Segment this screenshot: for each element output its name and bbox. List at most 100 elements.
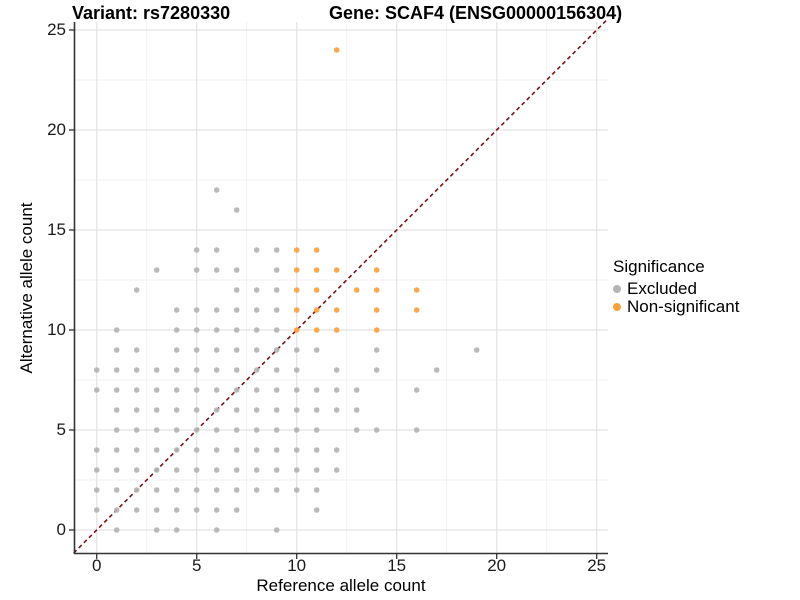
data-point-excluded	[153, 527, 160, 533]
data-point-excluded	[213, 367, 220, 373]
x-tick-label: 25	[587, 556, 607, 575]
data-point-excluded	[193, 247, 200, 253]
legend-entry-label: Non-significant	[627, 297, 740, 316]
data-point-excluded	[233, 407, 240, 413]
data-point-excluded	[173, 387, 180, 393]
identity-line	[73, 19, 608, 554]
data-point-excluded	[293, 447, 300, 453]
data-point-excluded	[313, 427, 320, 433]
x-tick-label: 10	[287, 556, 307, 575]
data-point-excluded	[113, 367, 120, 373]
data-point-non-significant	[313, 287, 320, 293]
y-tick-label: 15	[47, 220, 66, 239]
data-point-excluded	[233, 467, 240, 473]
data-point-excluded	[233, 347, 240, 353]
data-point-excluded	[173, 367, 180, 373]
data-point-excluded	[333, 467, 340, 473]
data-point-excluded	[173, 447, 180, 453]
data-point-excluded	[293, 347, 300, 353]
data-point-excluded	[313, 467, 320, 473]
data-point-excluded	[233, 507, 240, 513]
data-point-excluded	[113, 427, 120, 433]
data-point-non-significant	[333, 307, 340, 313]
data-point-excluded	[293, 487, 300, 493]
data-point-excluded	[333, 407, 340, 413]
data-point-excluded	[213, 247, 220, 253]
data-point-excluded	[253, 427, 260, 433]
data-point-excluded	[113, 467, 120, 473]
data-point-excluded	[133, 447, 140, 453]
data-point-excluded	[173, 347, 180, 353]
data-point-excluded	[193, 367, 200, 373]
data-point-excluded	[193, 487, 200, 493]
data-point-excluded	[333, 447, 340, 453]
data-point-excluded	[193, 407, 200, 413]
data-point-excluded	[253, 287, 260, 293]
data-point-excluded	[213, 387, 220, 393]
data-point-excluded	[173, 307, 180, 313]
data-point-excluded	[93, 387, 100, 393]
data-point-excluded	[93, 507, 100, 513]
legend-dot-icon	[613, 303, 621, 311]
data-point-excluded	[373, 367, 380, 373]
data-point-excluded	[213, 187, 220, 193]
data-point-non-significant	[313, 247, 320, 253]
data-point-excluded	[273, 447, 280, 453]
data-point-excluded	[153, 447, 160, 453]
data-point-non-significant	[313, 267, 320, 273]
data-point-excluded	[273, 487, 280, 493]
data-point-excluded	[373, 347, 380, 353]
data-point-excluded	[413, 427, 420, 433]
data-point-excluded	[233, 367, 240, 373]
data-point-excluded	[313, 347, 320, 353]
data-point-excluded	[213, 307, 220, 313]
data-point-excluded	[273, 327, 280, 333]
data-point-excluded	[253, 447, 260, 453]
data-point-excluded	[133, 487, 140, 493]
data-point-non-significant	[293, 287, 300, 293]
data-point-excluded	[253, 487, 260, 493]
data-point-excluded	[233, 487, 240, 493]
data-point-excluded	[253, 367, 260, 373]
data-point-excluded	[293, 387, 300, 393]
data-point-excluded	[173, 327, 180, 333]
data-point-excluded	[333, 367, 340, 373]
data-point-excluded	[113, 507, 120, 513]
data-point-non-significant	[293, 307, 300, 313]
data-point-excluded	[273, 347, 280, 353]
data-point-excluded	[113, 347, 120, 353]
data-point-excluded	[273, 527, 280, 533]
data-point-non-significant	[373, 307, 380, 313]
data-point-excluded	[213, 487, 220, 493]
data-point-excluded	[273, 247, 280, 253]
data-point-excluded	[133, 367, 140, 373]
data-point-excluded	[253, 467, 260, 473]
data-point-non-significant	[413, 307, 420, 313]
data-point-excluded	[273, 427, 280, 433]
data-point-excluded	[173, 407, 180, 413]
data-point-non-significant	[313, 327, 320, 333]
data-point-non-significant	[373, 287, 380, 293]
data-point-excluded	[193, 387, 200, 393]
data-point-excluded	[93, 467, 100, 473]
data-point-excluded	[153, 467, 160, 473]
data-point-excluded	[273, 287, 280, 293]
data-point-excluded	[93, 447, 100, 453]
data-point-excluded	[153, 407, 160, 413]
data-point-excluded	[233, 327, 240, 333]
y-tick-label: 25	[47, 20, 66, 39]
data-point-excluded	[153, 427, 160, 433]
data-point-excluded	[193, 427, 200, 433]
data-point-excluded	[193, 447, 200, 453]
data-point-excluded	[253, 307, 260, 313]
data-point-excluded	[353, 427, 360, 433]
data-point-excluded	[353, 387, 360, 393]
data-point-excluded	[233, 387, 240, 393]
data-point-excluded	[113, 387, 120, 393]
data-point-excluded	[93, 487, 100, 493]
data-point-excluded	[313, 407, 320, 413]
data-point-excluded	[193, 327, 200, 333]
y-tick-label: 0	[56, 520, 66, 539]
legend-entry: Non-significant	[613, 297, 740, 316]
